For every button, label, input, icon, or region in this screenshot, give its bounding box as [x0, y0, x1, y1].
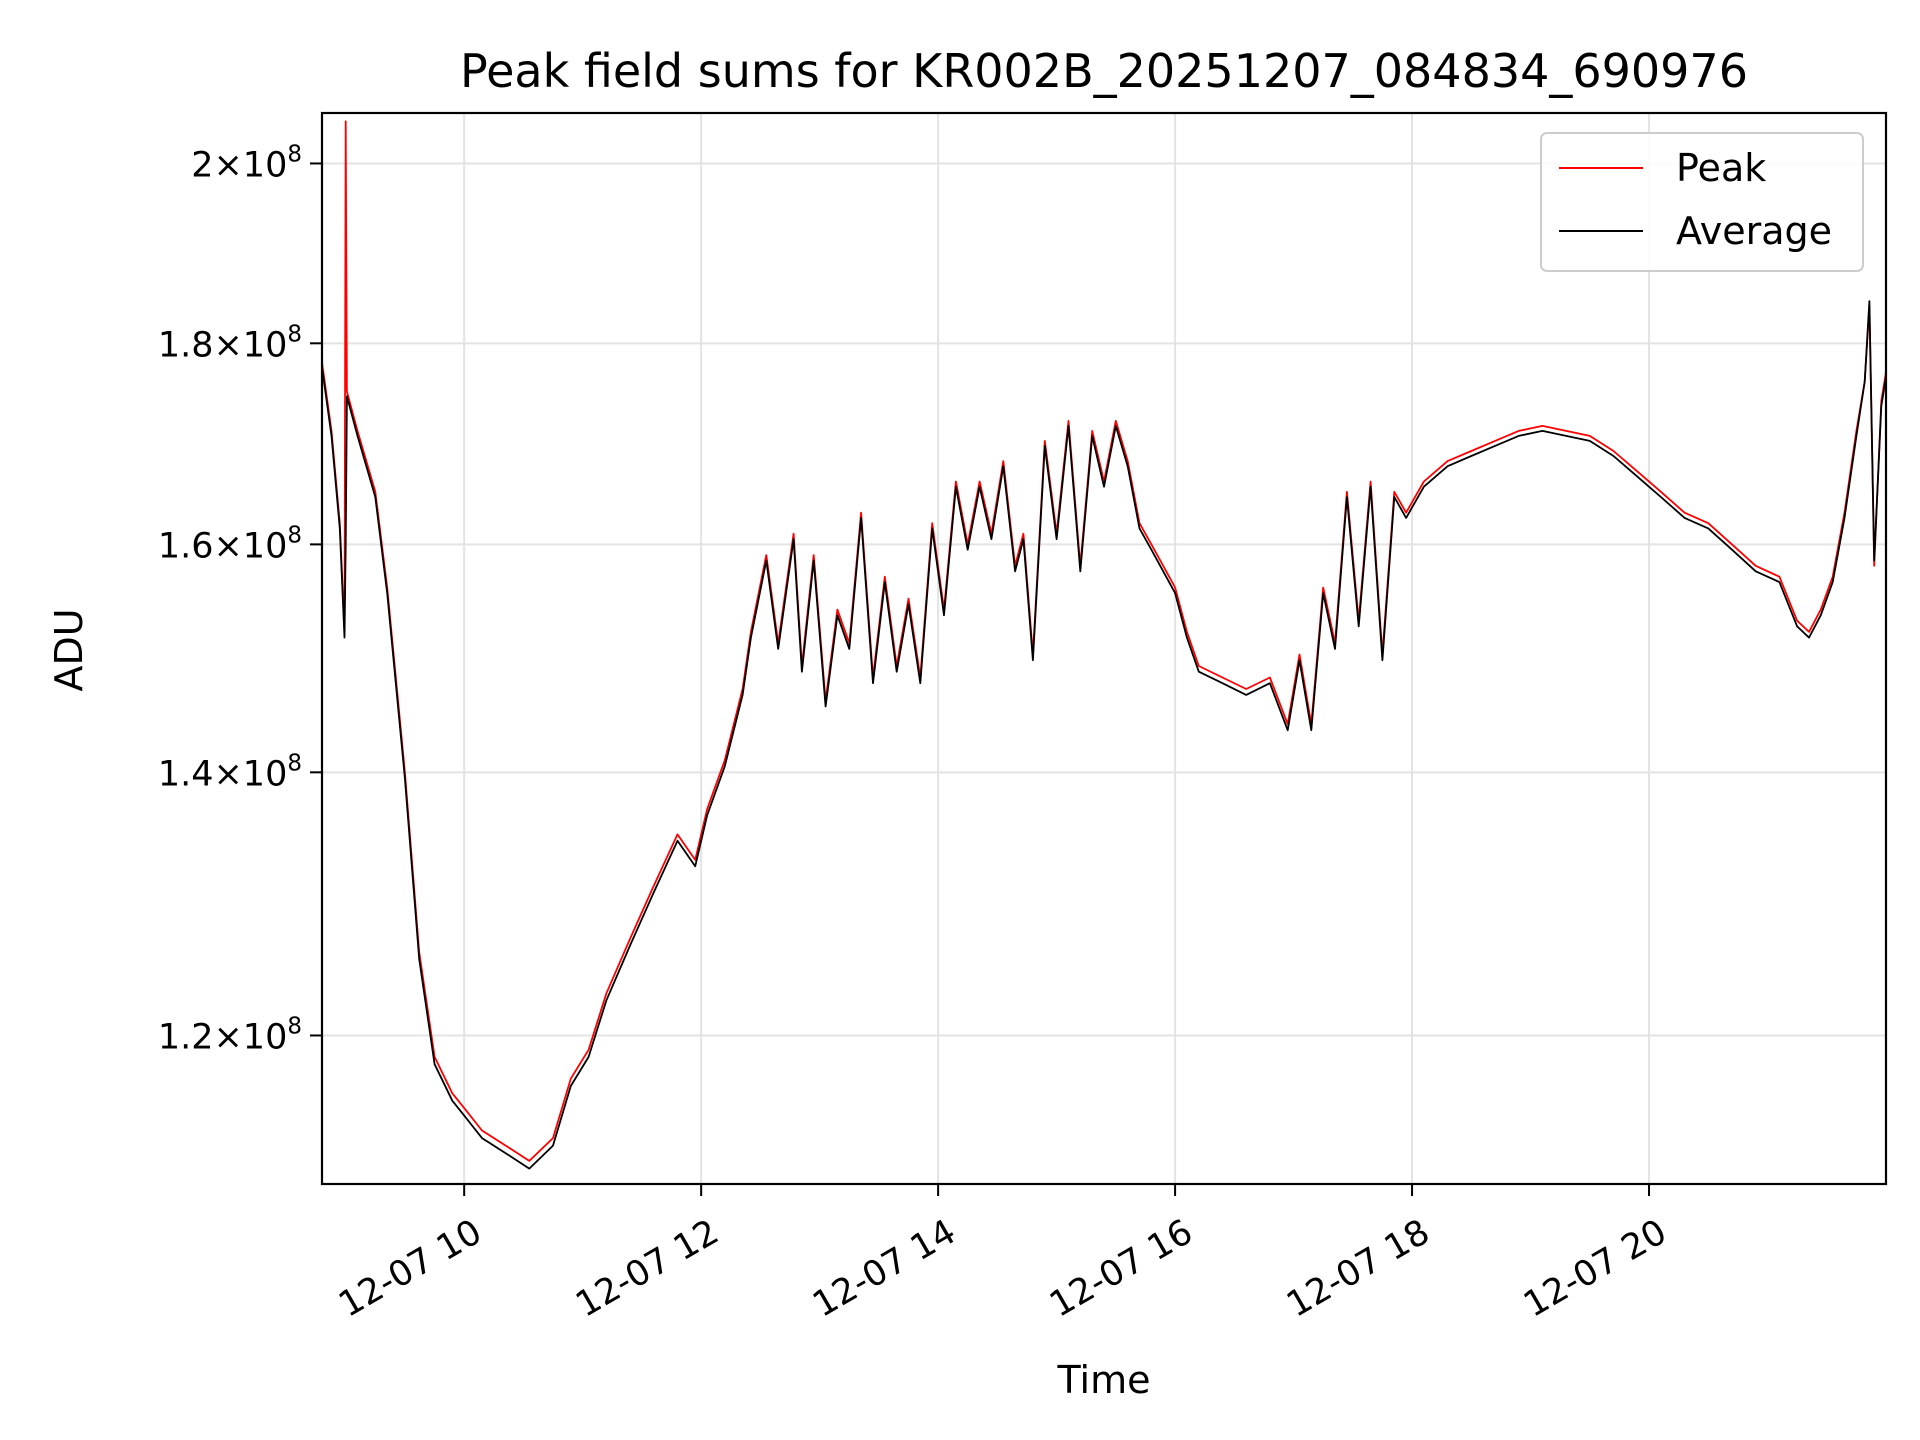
y-tick-times: ×10	[213, 1017, 287, 1057]
y-axis-label: ADU	[47, 608, 91, 691]
y-tick-mantissa: 1.8	[158, 325, 214, 365]
plot-frame	[320, 111, 1888, 1186]
legend-label-average: Average	[1676, 209, 1832, 253]
y-tick-label: 1.2×108	[158, 1013, 302, 1057]
series-lines	[321, 120, 1887, 1170]
y-tick-exponent: 8	[287, 1013, 302, 1039]
y-tick-label: 1.6×108	[158, 522, 302, 566]
y-tick-times: ×10	[213, 526, 287, 566]
y-tick-label: 1.4×108	[158, 750, 302, 794]
y-tick-mantissa: 2	[191, 145, 213, 185]
y-tick-exponent: 8	[287, 750, 302, 776]
y-tick-times: ×10	[213, 145, 287, 185]
y-tick-mantissa: 1.2	[158, 1017, 214, 1057]
y-tick-exponent: 8	[287, 141, 302, 167]
y-tick-label: 1.8×108	[158, 321, 302, 365]
x-axis-label: Time	[1057, 1358, 1151, 1402]
y-tick-times: ×10	[213, 325, 287, 365]
y-tick-times: ×10	[213, 754, 287, 794]
y-tick-exponent: 8	[287, 321, 302, 347]
legend: Peak Average	[1540, 132, 1864, 272]
chart-title: Peak field sums for KR002B_20251207_0848…	[460, 44, 1748, 98]
y-tick-mantissa: 1.4	[158, 754, 214, 794]
legend-label-peak: Peak	[1676, 146, 1766, 190]
y-tick-label: 2×108	[191, 141, 302, 185]
y-tick-exponent: 8	[287, 522, 302, 548]
y-tick-mantissa: 1.6	[158, 526, 214, 566]
series-line-average	[321, 300, 1887, 1170]
